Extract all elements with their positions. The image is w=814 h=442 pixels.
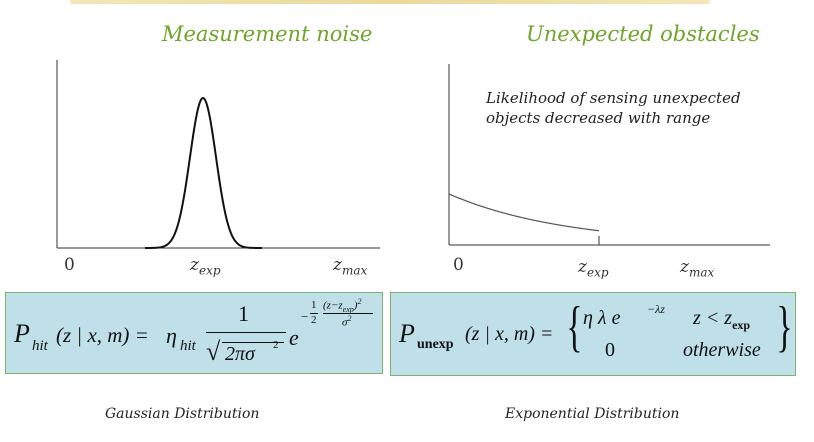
exp-den-sigma: σ — [342, 316, 348, 329]
annotation-line-2: objects decreased with range — [486, 109, 711, 127]
formula-sqrt-bar — [222, 342, 284, 343]
formula-sqrt-body: 2πσ — [225, 343, 255, 365]
right-zexp-z: z — [578, 257, 587, 277]
formula-r-case2-cond: otherwise — [683, 339, 761, 361]
panel-title-measurement-noise: Measurement noise — [162, 22, 373, 46]
left-zmax-z: z — [333, 255, 342, 275]
exp-den-sq: 2 — [347, 314, 352, 323]
formula-half-bar — [310, 313, 318, 314]
exp-num-end: ) — [353, 299, 358, 312]
formula-fraction-bar — [206, 332, 286, 333]
formula-r-args: (z | x, m) = — [465, 323, 554, 345]
exp-num-sq: 2 — [357, 297, 362, 306]
caption-gaussian: Gaussian Distribution — [105, 406, 260, 422]
formula-r-case1-expr: η λ e — [583, 307, 621, 329]
formula-args: (z | x, m) = — [56, 323, 149, 347]
left-axis-zero: 0 — [64, 255, 75, 275]
formula-hit-sub: hit — [32, 338, 48, 354]
annotation-line-1: Likelihood of sensing unexpected — [486, 89, 741, 107]
exponential-formula-box: P unexp (z | x, m) = { η λ e −λz z < zex… — [390, 292, 796, 376]
exp-num-head: (z−z — [323, 299, 343, 312]
formula-sqrt-sq: 2 — [273, 339, 279, 351]
range-annotation: Likelihood of sensing unexpected objects… — [486, 88, 741, 128]
formula-r-P: P — [399, 319, 415, 348]
right-axis-zero: 0 — [453, 255, 464, 275]
formula-P: P — [14, 319, 30, 348]
case1-cond-sub: exp — [732, 318, 751, 332]
formula-r-case1-cond: z < zexp — [693, 307, 750, 333]
right-axis-zexp: zexp — [578, 257, 609, 279]
formula-exp-minus: − — [301, 309, 309, 324]
formula-r-case1-exp: −λz — [647, 302, 665, 316]
gaussian-formula-box: P hit (z | x, m) = η hit 1 √ 2πσ 2 e − 1… — [5, 292, 383, 374]
formula-eta-sub: hit — [180, 338, 196, 354]
formula-half-den: 2 — [311, 314, 317, 326]
left-axis-zexp: zexp — [190, 255, 221, 277]
top-decoration-bar — [70, 0, 710, 4]
panel-title-unexpected-obstacles: Unexpected obstacles — [526, 22, 760, 46]
right-zexp-sub: exp — [586, 265, 609, 280]
formula-r-unexp-sub: unexp — [417, 337, 454, 352]
formula-r-case2-expr: 0 — [605, 339, 615, 361]
left-axis-zmax: zmax — [333, 255, 367, 277]
formula-exp-bar — [323, 313, 373, 314]
right-zmax-z: z — [680, 257, 689, 277]
formula-eta: η — [166, 323, 177, 348]
formula-r-right-brace: } — [776, 296, 793, 358]
exponential-curve — [448, 193, 600, 232]
formula-numerator: 1 — [238, 301, 249, 326]
formula-r-left-brace: { — [566, 296, 583, 358]
right-zmax-sub: max — [688, 265, 715, 280]
gaussian-curve — [145, 96, 262, 249]
left-zexp-z: z — [190, 255, 199, 275]
formula-half-num: 1 — [311, 299, 317, 311]
right-axis-zmax: zmax — [680, 257, 714, 279]
formula-sqrt-sign: √ — [206, 337, 221, 366]
left-zexp-sub: exp — [198, 263, 221, 278]
formula-e: e — [289, 325, 299, 350]
exp-num-sub: exp — [342, 304, 354, 314]
caption-exponential: Exponential Distribution — [505, 406, 680, 422]
left-zmax-sub: max — [341, 263, 368, 278]
case1-cond-head: z < z — [693, 307, 733, 329]
formula-exp-den: σ2 — [342, 314, 351, 329]
formula-exp-num: (z−zexp)2 — [323, 297, 361, 314]
